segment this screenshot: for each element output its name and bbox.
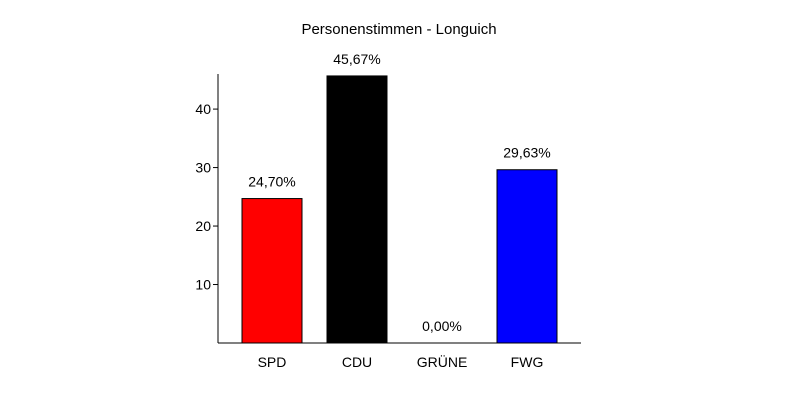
data-label-cdu: 45,67% [333, 51, 380, 67]
y-tick-label-30: 30 [195, 160, 211, 176]
bar-cdu [326, 75, 388, 344]
y-tick-label-40: 40 [195, 101, 211, 117]
x-tick-label-grüne: GRÜNE [417, 353, 468, 370]
bar-fwg [496, 169, 558, 344]
data-label-spd: 24,70% [248, 174, 295, 190]
chart-title: Personenstimmen - Longuich [301, 21, 496, 38]
y-tick-label-20: 20 [195, 218, 211, 234]
x-tick-label-spd: SPD [258, 354, 287, 370]
data-label-grüne: 0,00% [422, 318, 462, 334]
bar-spd [241, 198, 303, 344]
y-tick-label-10: 10 [195, 277, 211, 293]
x-tick-label-fwg: FWG [511, 354, 544, 370]
x-tick-label-cdu: CDU [342, 354, 372, 370]
data-label-fwg: 29,63% [503, 145, 550, 161]
